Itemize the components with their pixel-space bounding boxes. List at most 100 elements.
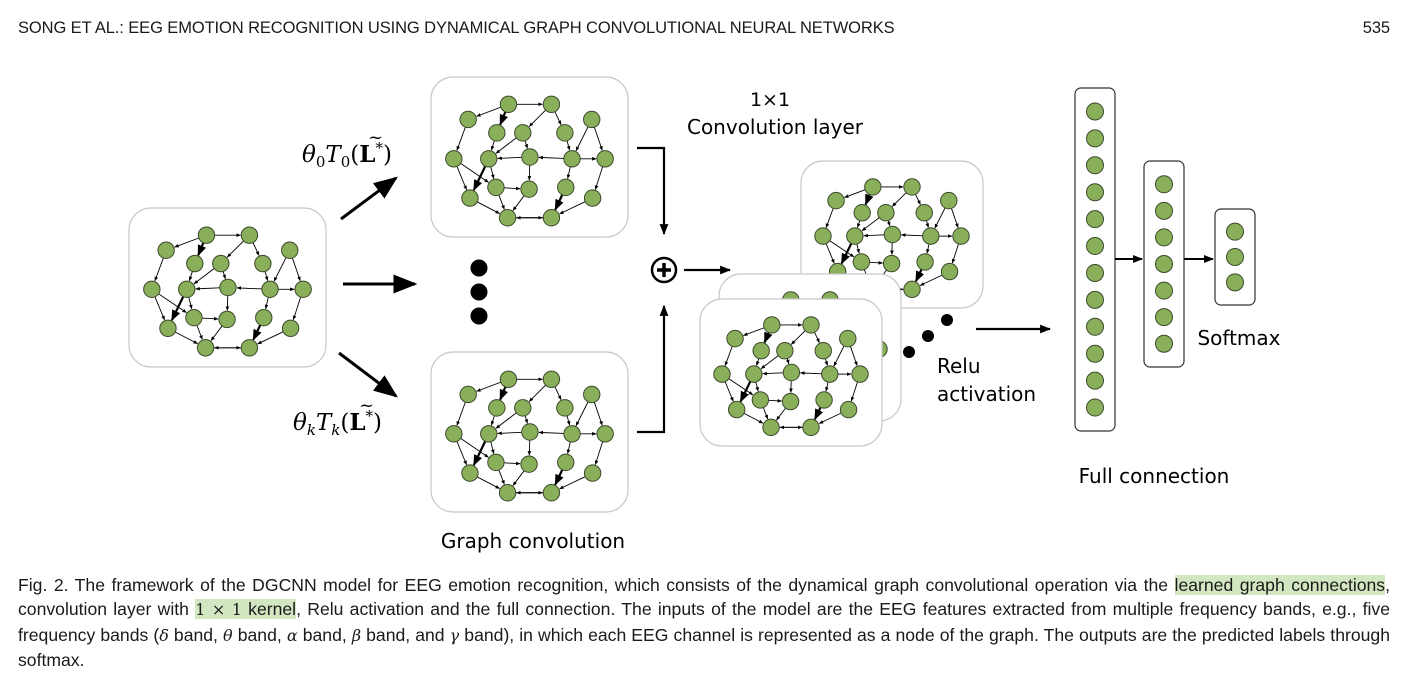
eeg-channel-node <box>159 319 177 337</box>
graph-edge <box>476 381 502 392</box>
fc-neuron <box>1086 371 1104 390</box>
running-header: SONG ET AL.: EEG EMOTION RECOGNITION USI… <box>18 19 1390 41</box>
graph-edge <box>886 220 891 227</box>
graph-edge <box>925 220 930 228</box>
graph-edge <box>291 257 301 282</box>
fc-neuron <box>1155 201 1173 220</box>
caption-highlight-kernel: 1 × 1 kernel <box>195 599 297 620</box>
eeg-channel-node <box>751 391 770 409</box>
eeg-channel-node <box>218 310 236 329</box>
eeg-channel-node <box>499 370 518 388</box>
graph-edge <box>503 186 521 191</box>
graph-edge <box>472 165 487 191</box>
graph-edge <box>593 126 603 151</box>
eeg-channel-node <box>521 423 539 441</box>
relu-label: Relu <box>937 354 981 378</box>
graph-edge <box>196 324 203 340</box>
eeg-channel-node <box>940 262 959 281</box>
graph-edge <box>594 441 604 465</box>
graph-edge <box>861 217 880 232</box>
conv-kernel-size-label: 1×1 <box>750 89 790 111</box>
graph-edge <box>559 201 586 215</box>
graph-edge <box>264 271 269 282</box>
eeg-channel-node <box>864 178 882 196</box>
graph-edge <box>512 470 525 486</box>
fc-neuron <box>1155 175 1173 194</box>
graph-edge <box>554 469 564 486</box>
graph-edge <box>566 140 571 151</box>
graph-edge <box>575 401 589 427</box>
eeg-channel-node <box>557 178 575 197</box>
eeg-channel-node <box>877 204 895 222</box>
running-title: SONG ET AL.: EEG EMOTION RECOGNITION USI… <box>18 19 895 37</box>
graph-edge <box>170 296 185 322</box>
graph-edge <box>813 406 824 421</box>
graph-edge <box>863 233 885 238</box>
eeg-channel-node <box>461 464 479 482</box>
eeg-channel-node <box>752 342 770 360</box>
graph-edge <box>490 415 495 426</box>
eeg-channel-node <box>916 253 934 271</box>
ellipsis-dot <box>922 330 934 342</box>
graph-edge <box>566 166 571 180</box>
fc-neuron <box>1086 210 1104 229</box>
ellipsis-dot <box>470 259 488 277</box>
fc-neuron <box>1155 308 1173 327</box>
symbol-alpha: α <box>286 625 298 645</box>
full-connection-label: Full connection <box>1079 464 1230 488</box>
graph-edge <box>554 111 562 126</box>
eeg-channel-node <box>596 425 614 443</box>
eeg-channel-node <box>499 95 518 113</box>
fc-neuron <box>1155 334 1173 353</box>
graph-edge <box>174 331 198 345</box>
eeg-channel-node <box>846 227 864 245</box>
graph-edge <box>456 166 467 191</box>
graph-edge <box>512 195 525 211</box>
eeg-channel-node <box>219 278 237 297</box>
eeg-channel-node <box>883 225 902 244</box>
eeg-channel-node <box>294 280 312 298</box>
fc-neuron <box>1086 317 1104 336</box>
graph-edge <box>498 194 505 210</box>
graph-edge <box>594 166 604 190</box>
fc-neuron <box>1086 290 1104 309</box>
eeg-channel-node <box>814 342 832 360</box>
eeg-channel-node <box>903 178 921 196</box>
activation-label: activation <box>937 382 1036 406</box>
eeg-channel-node <box>459 110 477 129</box>
eeg-channel-node <box>240 226 259 244</box>
eeg-channel-node <box>254 254 272 273</box>
arrow-to-bottom <box>338 351 398 398</box>
graph-edge <box>188 296 193 310</box>
eeg-channel-node <box>185 308 203 327</box>
fc-neuron <box>1086 263 1104 282</box>
eeg-channel-node <box>922 227 940 245</box>
eeg-channel-node <box>802 418 820 437</box>
graph-edge <box>201 316 219 321</box>
eeg-channel-node <box>514 399 532 417</box>
eeg-channel-node <box>853 204 871 222</box>
graph-edge <box>824 358 829 366</box>
graph-edge <box>914 268 925 283</box>
eeg-channel-node <box>514 124 532 142</box>
eeg-channel-node <box>583 110 601 129</box>
graph-edge <box>829 240 855 258</box>
graph-edge <box>724 345 733 367</box>
eeg-channel-node <box>940 191 958 210</box>
graph-edge <box>188 271 193 282</box>
graph-edge <box>528 109 547 127</box>
graph-edge <box>776 407 787 421</box>
graph-edge <box>762 407 769 420</box>
eeg-channel-node <box>480 425 498 443</box>
ellipsis-dot <box>903 346 915 358</box>
graph-edge <box>818 412 842 424</box>
fc-neuron <box>1086 398 1104 417</box>
fc-neuron <box>1226 248 1244 266</box>
graph-edge <box>490 166 495 180</box>
graph-edge <box>799 371 822 375</box>
graph-edge <box>739 380 752 403</box>
eeg-channel-node <box>212 254 230 273</box>
graph-edge <box>763 331 773 344</box>
graph-edge <box>566 415 571 426</box>
caption-text: , convolution layer with <box>18 575 1390 620</box>
